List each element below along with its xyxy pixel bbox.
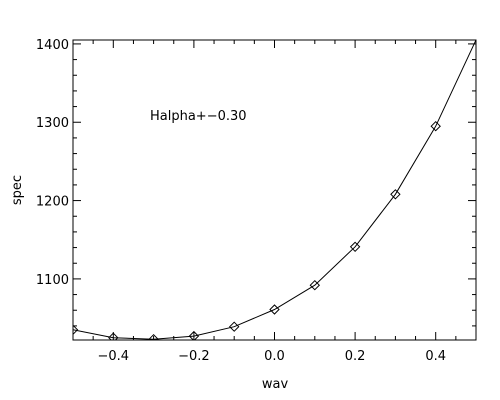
x-tick-label: 0.0: [264, 349, 285, 364]
y-tick-label: 1200: [36, 195, 69, 210]
x-tick-label: −0.2: [178, 349, 210, 364]
diamond-marker: [349, 241, 361, 253]
y-tick-label: 1400: [36, 38, 69, 53]
series-layer: [73, 40, 476, 340]
diamond-marker: [309, 279, 321, 291]
markers-layer: [73, 120, 441, 340]
y-tick-label: 1100: [36, 273, 69, 288]
diamond-marker: [269, 304, 280, 315]
x-tick-label: 0.4: [425, 349, 446, 364]
diamond-marker: [73, 324, 79, 336]
x-tick-label: 0.2: [345, 349, 366, 364]
plot-frame: [72, 39, 477, 341]
diamond-marker: [228, 321, 240, 332]
diamond-marker: [430, 120, 441, 132]
series-line: [73, 40, 476, 340]
chart-annotation: Halpha+−0.30: [150, 109, 247, 124]
plot-border: [72, 39, 477, 341]
x-axis-label: wav: [262, 377, 289, 392]
diamond-marker: [148, 333, 159, 340]
diamond-marker: [188, 330, 200, 340]
x-tick-label: −0.4: [98, 349, 130, 364]
y-axis-ticks: 1100 1200 1300 1400: [36, 38, 69, 288]
diamond-marker: [108, 332, 119, 340]
y-tick-label: 1300: [36, 116, 69, 131]
diamond-marker: [390, 189, 401, 200]
y-axis-label: spec: [10, 175, 25, 205]
x-axis-ticks: −0.4 −0.2 0.0 0.2 0.4: [98, 349, 447, 364]
